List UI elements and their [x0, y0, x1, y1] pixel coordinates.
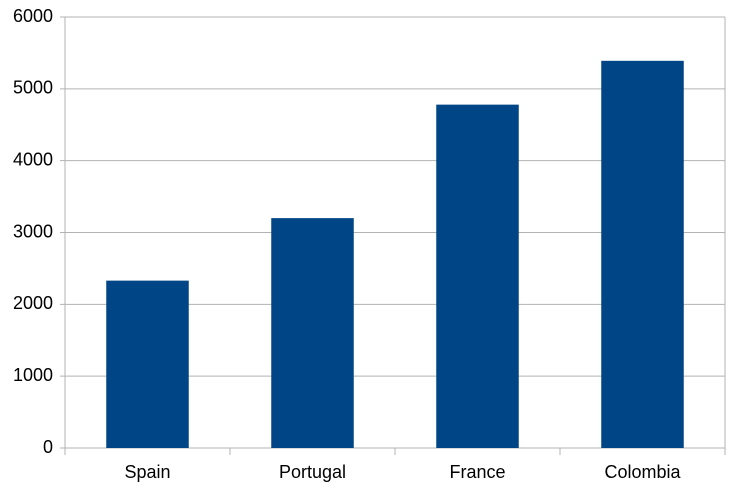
- x-tick-label: Spain: [124, 462, 170, 482]
- x-tick-label: France: [449, 462, 505, 482]
- bar: [436, 104, 519, 449]
- y-tick-label: 3000: [13, 221, 53, 241]
- bar: [271, 218, 354, 448]
- y-tick-label: 0: [43, 437, 53, 457]
- x-tick-label: Portugal: [279, 462, 346, 482]
- bar: [601, 60, 684, 449]
- x-tick-label: Colombia: [604, 462, 681, 482]
- bar: [106, 280, 189, 448]
- y-tick-label: 1000: [13, 365, 53, 385]
- y-tick-label: 6000: [13, 6, 53, 26]
- y-tick-label: 4000: [13, 149, 53, 169]
- y-tick-label: 2000: [13, 293, 53, 313]
- y-tick-label: 5000: [13, 78, 53, 98]
